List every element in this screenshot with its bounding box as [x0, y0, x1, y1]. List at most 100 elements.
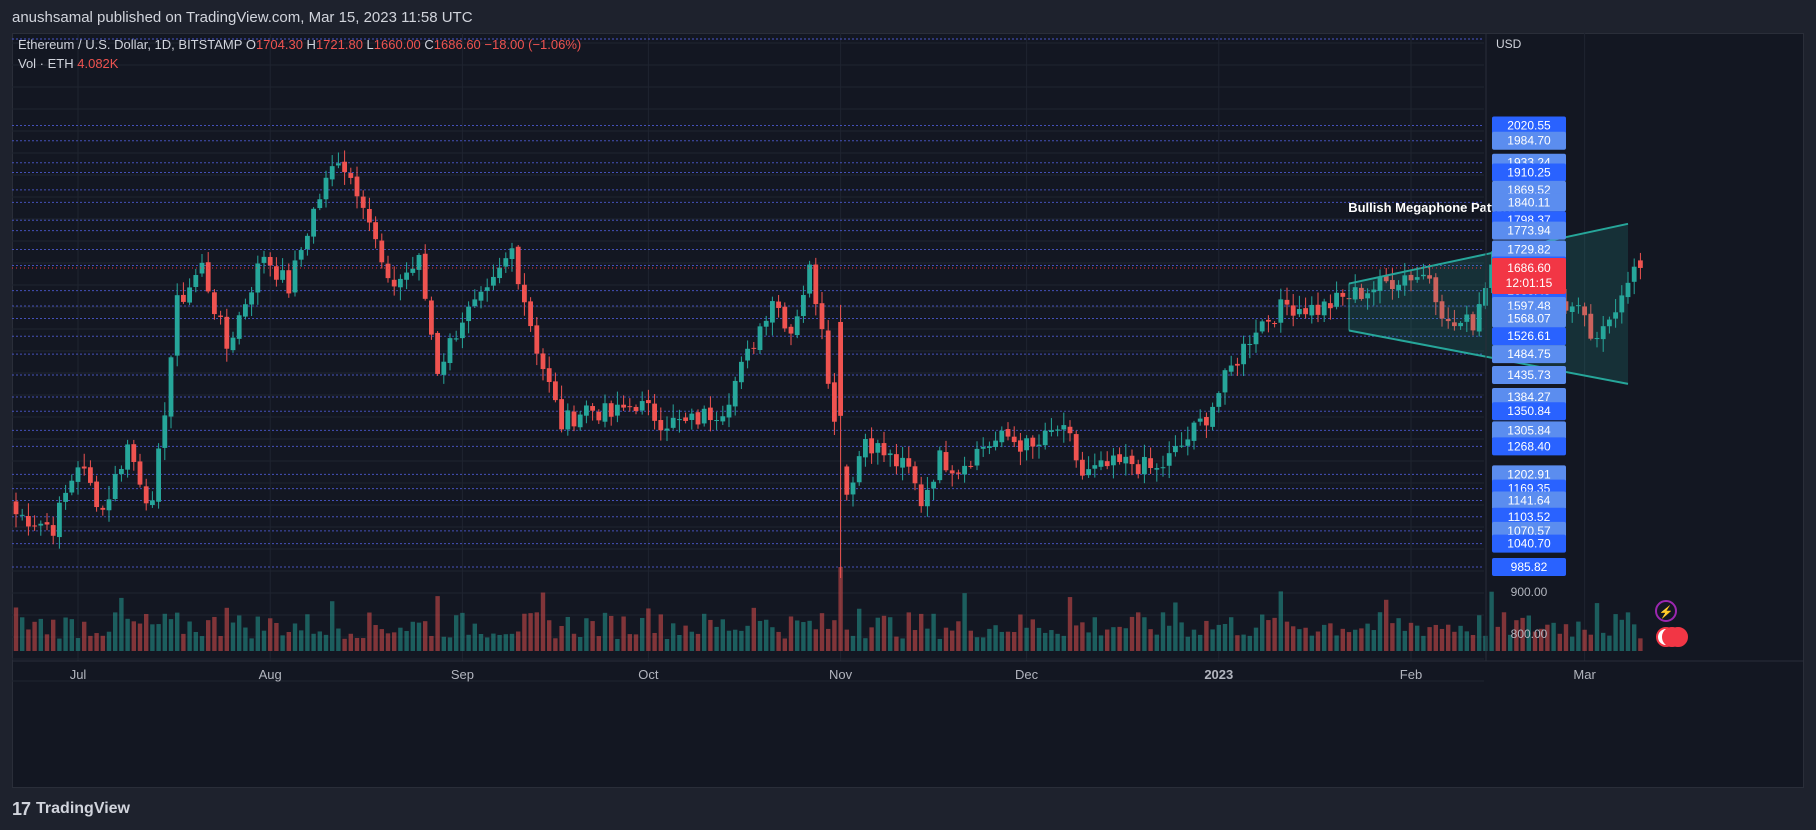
chart-canvas[interactable]: Bullish Megaphone Pattern USD 2020.55 1984.…: [12, 33, 1804, 788]
volume-bar: [354, 637, 360, 651]
candle-body: [398, 278, 403, 288]
megaphone-lower-line: [1348, 329, 1629, 385]
volume-bar: [255, 616, 260, 651]
volume-bar: [1278, 591, 1283, 651]
volume-bar: [1619, 619, 1624, 651]
candle-body: [441, 361, 447, 375]
volume-bar: [150, 624, 155, 651]
level-badge-label: 1040.70: [1507, 537, 1551, 551]
candle-body: [1266, 319, 1271, 322]
candle-body: [528, 301, 533, 327]
candle-body: [745, 348, 750, 361]
candle-body: [422, 253, 428, 299]
volume-bar: [206, 620, 211, 651]
candle-body: [26, 515, 31, 527]
time-axis-label: Jul: [70, 667, 87, 682]
candle-body: [1625, 282, 1631, 298]
candle-body: [267, 256, 273, 266]
volume-bar: [1235, 635, 1240, 651]
volume-bar: [429, 635, 434, 651]
level-badge-label: 1984.70: [1507, 134, 1551, 148]
volume-bar: [776, 631, 781, 651]
candle-body: [1631, 266, 1637, 282]
volume-bar: [348, 633, 353, 651]
candle-body: [162, 415, 168, 448]
candle-body: [224, 316, 230, 349]
brand-name[interactable]: TradingView: [36, 800, 130, 817]
volume-bar: [1508, 634, 1513, 651]
volume-bar: [1346, 632, 1352, 651]
candle-body: [1284, 299, 1290, 305]
candle-body: [1439, 301, 1445, 319]
volume-bar: [106, 631, 112, 651]
candle-body: [94, 481, 99, 508]
volume-bar: [1309, 635, 1314, 651]
candle-body: [1204, 416, 1209, 426]
candle-body: [987, 446, 992, 448]
volume-bar: [168, 619, 174, 651]
volume-bar: [1160, 612, 1166, 651]
volume-bar: [1551, 622, 1556, 651]
candle-body: [236, 315, 242, 339]
volume-legend-value: 4.082K: [77, 56, 119, 71]
volume-bar: [1458, 625, 1463, 651]
volume-bar: [44, 634, 50, 651]
candle-body: [255, 263, 261, 293]
candle-body: [1098, 460, 1104, 467]
candle-body: [1222, 370, 1228, 393]
candle-body: [863, 439, 868, 458]
level-badge: [1492, 402, 1566, 421]
legend-part: H: [307, 37, 316, 52]
candle-body: [782, 306, 788, 329]
ohlc-legend: Ethereum / U.S. Dollar, 1D, BITSTAMP O17…: [18, 37, 581, 52]
level-badge: [1492, 309, 1566, 328]
volume-bar: [900, 638, 905, 651]
volume-bar: [13, 607, 19, 651]
volume-bar: [1532, 631, 1538, 651]
volume-bar: [813, 629, 818, 651]
candle-body: [540, 353, 546, 370]
volume-bar: [131, 621, 136, 651]
volume-bar: [534, 612, 539, 651]
volume-bar: [1334, 635, 1339, 651]
candle-body: [1489, 264, 1494, 288]
level-badge: [1492, 163, 1566, 182]
volume-bar: [1520, 617, 1525, 651]
volume-bar: [156, 624, 161, 651]
level-badge: [1492, 193, 1566, 212]
volume-bar: [751, 607, 756, 651]
level-badge-label: 1729.82: [1507, 242, 1551, 256]
volume-bar: [88, 635, 93, 651]
volume-bar: [323, 634, 329, 651]
candle-body: [1042, 430, 1048, 446]
candle-body: [1458, 322, 1463, 327]
volume-bar: [175, 612, 180, 651]
volume-bar: [1036, 627, 1042, 651]
candle-body: [615, 404, 620, 416]
candle-body: [1148, 458, 1153, 469]
us-flag-event-icon: [1668, 627, 1688, 647]
candle-body: [354, 176, 360, 197]
candle-body: [212, 292, 217, 315]
volume-bar: [1260, 614, 1265, 651]
volume-bar: [832, 620, 837, 651]
candle-body: [478, 291, 484, 301]
candle-body: [1166, 453, 1172, 466]
candle-body: [515, 246, 521, 285]
candle-body: [621, 404, 626, 408]
candle-body: [739, 361, 744, 383]
volume-bar: [888, 617, 893, 651]
candle-body: [1210, 406, 1215, 427]
volume-bar: [1396, 618, 1401, 651]
candle-body: [1111, 455, 1116, 466]
volume-bar: [1272, 617, 1277, 651]
candle-body: [577, 414, 583, 428]
time-axis-label: Aug: [259, 667, 282, 682]
volume-bar: [1061, 635, 1066, 651]
candle-body: [584, 405, 589, 416]
volume-bar: [286, 631, 291, 651]
volume-bar: [1210, 629, 1215, 651]
candle-body: [379, 240, 385, 263]
last-price-badge: [1492, 257, 1566, 294]
volume-bar: [466, 634, 471, 651]
